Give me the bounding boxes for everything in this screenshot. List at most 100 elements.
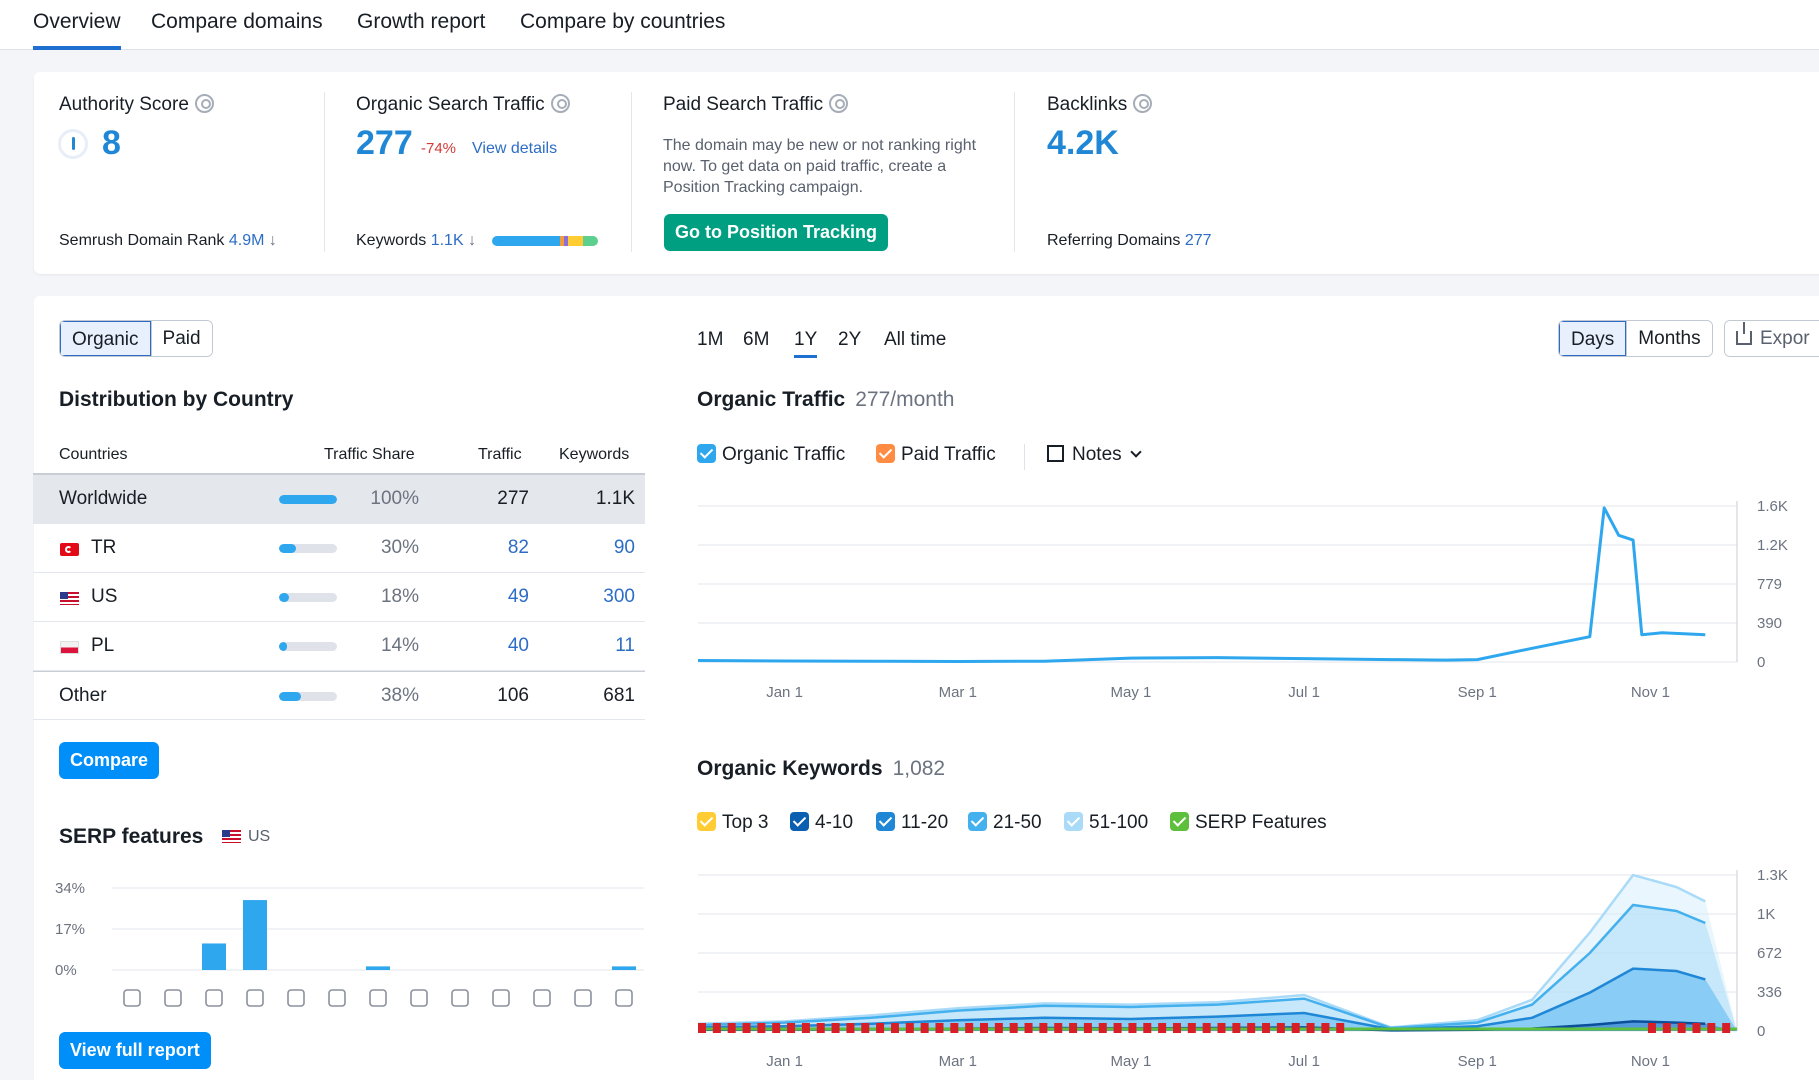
update-marker-icon bbox=[1143, 1023, 1152, 1033]
legend-kw-4[interactable]: 51-100 bbox=[1064, 812, 1148, 834]
checkbox-icon[interactable] bbox=[968, 812, 987, 831]
icon-shape bbox=[123, 989, 141, 1007]
x-tick-label: Jan 1 bbox=[766, 684, 803, 701]
backlinks-label: Backlinks bbox=[1047, 94, 1128, 115]
us-flag-icon bbox=[222, 830, 241, 843]
keywords-value: 1.1K bbox=[595, 488, 635, 509]
referring-domains: Referring Domains 277 bbox=[1047, 232, 1212, 250]
legend-label: 21-50 bbox=[993, 812, 1042, 833]
update-marker-icon bbox=[1232, 1023, 1241, 1033]
jobs-icon bbox=[533, 989, 551, 1007]
y-tick-label: 779 bbox=[1757, 576, 1782, 593]
table-row[interactable]: Worldwide 100% 277 1.1K bbox=[33, 475, 645, 524]
go-to-position-tracking-button[interactable]: Go to Position Tracking bbox=[664, 214, 889, 251]
update-marker-icon bbox=[1321, 1023, 1330, 1033]
tab-overview[interactable]: Overview bbox=[33, 10, 121, 50]
col-traffic[interactable]: Traffic bbox=[478, 446, 522, 463]
traffic-share-fill bbox=[279, 642, 288, 651]
tab-growth-report[interactable]: Growth report bbox=[357, 10, 486, 33]
update-marker-icon bbox=[1098, 1023, 1107, 1033]
update-marker-icon bbox=[1113, 1023, 1122, 1033]
info-icon[interactable] bbox=[829, 94, 849, 113]
keywords-value[interactable]: 300 bbox=[603, 586, 635, 607]
organic-keywords-chart: 1.3K 1K 672 336 0 Jan 1 Mar 1 May 1 Jul 1 Sep 1 No… bbox=[697, 867, 1788, 1070]
y-tick-label: 336 bbox=[1757, 984, 1782, 1001]
update-marker-icon bbox=[816, 1023, 825, 1033]
table-row[interactable]: PL 14% 40 11 bbox=[33, 622, 645, 671]
video-carousel-icon bbox=[328, 989, 346, 1007]
legend-kw-2[interactable]: 11-20 bbox=[876, 812, 948, 834]
toggle-paid[interactable]: Paid bbox=[150, 321, 212, 356]
referring-domains-value[interactable]: 277 bbox=[1184, 232, 1212, 249]
update-marker-icon bbox=[965, 1023, 974, 1033]
legend-kw-3[interactable]: 21-50 bbox=[968, 812, 1042, 834]
update-marker-icon bbox=[1069, 1023, 1078, 1033]
period-2y[interactable]: 2Y bbox=[838, 329, 862, 350]
keywords-value[interactable]: 90 bbox=[613, 537, 635, 558]
y-tick-label: 0% bbox=[55, 962, 77, 979]
organic-traffic-label: Organic Search Traffic bbox=[356, 94, 545, 115]
granularity-months[interactable]: Months bbox=[1626, 321, 1712, 356]
checkbox-icon[interactable] bbox=[697, 812, 716, 831]
legend-organic-traffic[interactable]: Organic Traffic bbox=[697, 444, 845, 466]
country-name: Other bbox=[59, 685, 107, 706]
image-pack-icon bbox=[615, 989, 633, 1007]
table-row[interactable]: TR 30% 82 90 bbox=[33, 524, 645, 573]
legend-kw-1[interactable]: 4-10 bbox=[790, 812, 853, 834]
traffic-share-value: 14% bbox=[380, 635, 419, 656]
serp-bar bbox=[243, 900, 267, 970]
period-1m[interactable]: 1M bbox=[697, 329, 724, 350]
us-flag-icon bbox=[60, 592, 79, 605]
domain-rank-label: Semrush Domain Rank bbox=[59, 232, 225, 249]
granularity-days[interactable]: Days bbox=[1559, 321, 1627, 356]
x-tick-label: Nov 1 bbox=[1631, 684, 1670, 701]
legend-paid-traffic[interactable]: Paid Traffic bbox=[876, 444, 996, 466]
export-button[interactable]: Expor bbox=[1724, 320, 1819, 357]
x-tick-label: May 1 bbox=[1110, 1053, 1151, 1070]
domain-rank-value[interactable]: 4.9M bbox=[228, 232, 265, 249]
info-icon[interactable] bbox=[194, 94, 214, 113]
compare-button[interactable]: Compare bbox=[59, 742, 160, 779]
period-1y[interactable]: 1Y bbox=[794, 329, 818, 358]
view-details-link[interactable]: View details bbox=[472, 140, 558, 157]
serp-country[interactable]: US bbox=[248, 828, 271, 845]
video-icon bbox=[287, 989, 305, 1007]
update-marker-icon bbox=[801, 1023, 810, 1033]
x-tick-label: Nov 1 bbox=[1631, 1053, 1670, 1070]
keywords-value[interactable]: 1.1K bbox=[430, 232, 464, 249]
info-icon[interactable] bbox=[1133, 94, 1153, 113]
period-all-time[interactable]: All time bbox=[884, 329, 947, 350]
traffic-value[interactable]: 40 bbox=[507, 635, 529, 656]
notes-dropdown[interactable]: Notes bbox=[1047, 444, 1142, 466]
checkbox-icon[interactable] bbox=[790, 812, 809, 831]
traffic-value[interactable]: 49 bbox=[507, 586, 529, 607]
col-keywords[interactable]: Keywords bbox=[559, 446, 630, 463]
info-icon[interactable] bbox=[550, 94, 570, 113]
legend-kw-0[interactable]: Top 3 bbox=[697, 812, 768, 834]
legend-kw-5[interactable]: SERP Features bbox=[1170, 812, 1327, 834]
toggle-organic[interactable]: Organic bbox=[60, 321, 151, 356]
organic-traffic-title: Organic Search Traffic bbox=[356, 94, 570, 116]
tab-compare-countries[interactable]: Compare by countries bbox=[520, 10, 726, 33]
table-row[interactable]: US 18% 49 300 bbox=[33, 573, 645, 622]
period-6m[interactable]: 6M bbox=[743, 329, 770, 350]
tab-compare-domains[interactable]: Compare domains bbox=[151, 10, 323, 33]
col-traffic-share[interactable]: Traffic Share bbox=[324, 446, 415, 463]
chevron-down-icon bbox=[1129, 446, 1142, 458]
traffic-share-bar bbox=[279, 642, 337, 651]
icon-shape bbox=[410, 989, 428, 1007]
traffic-share-fill bbox=[279, 544, 297, 553]
backlinks-value[interactable]: 4.2K bbox=[1047, 124, 1119, 162]
traffic-share-value: 38% bbox=[380, 685, 419, 706]
checkbox-icon[interactable] bbox=[876, 444, 895, 463]
checkbox-icon[interactable] bbox=[1064, 812, 1083, 831]
checkbox-icon[interactable] bbox=[1170, 812, 1189, 831]
organic-traffic-value[interactable]: 277 bbox=[356, 124, 413, 162]
view-full-report-button[interactable]: View full report bbox=[59, 1032, 211, 1069]
update-marker-icon bbox=[1291, 1023, 1300, 1033]
country-name: PL bbox=[91, 635, 115, 656]
checkbox-icon[interactable] bbox=[697, 444, 716, 463]
keywords-value[interactable]: 11 bbox=[615, 635, 635, 656]
traffic-value[interactable]: 82 bbox=[507, 537, 529, 558]
checkbox-icon[interactable] bbox=[876, 812, 895, 831]
